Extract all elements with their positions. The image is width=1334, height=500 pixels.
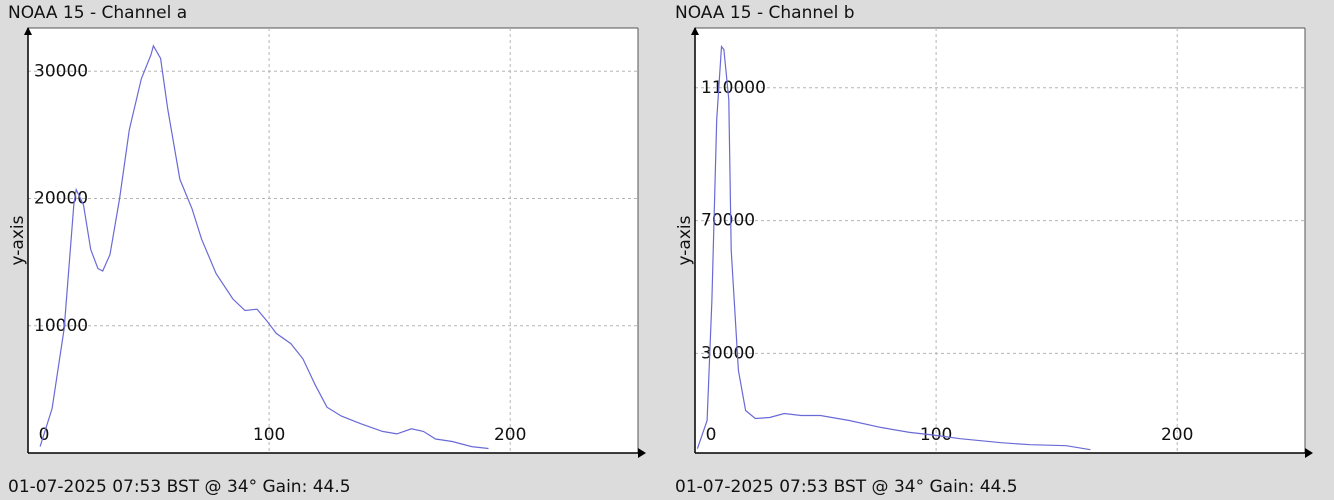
x-axis-arrow	[638, 448, 646, 458]
y-tick-label: 110000	[701, 78, 766, 98]
y-axis-label: y-axis	[675, 215, 695, 265]
chart-title: NOAA 15 - Channel a	[8, 3, 187, 23]
caption: 01-07-2025 07:53 BST @ 34° Gain: 44.5	[8, 477, 351, 497]
x-tick-label: 100	[253, 425, 285, 445]
x-tick-label: 0	[706, 425, 717, 445]
chart-title: NOAA 15 - Channel b	[675, 3, 855, 23]
data-line	[696, 45, 1091, 451]
y-tick-label: 30000	[34, 61, 88, 81]
x-tick-label: 200	[1161, 425, 1193, 445]
caption: 01-07-2025 07:53 BST @ 34° Gain: 44.5	[675, 477, 1018, 497]
y-tick-label: 70000	[701, 211, 755, 231]
y-tick-label: 10000	[34, 316, 88, 336]
plot-area	[28, 28, 638, 453]
y-axis-arrow	[691, 27, 699, 35]
plot-area	[695, 28, 1305, 453]
x-tick-label: 200	[494, 425, 526, 445]
y-axis-label: y-axis	[8, 215, 28, 265]
x-axis-arrow	[1305, 448, 1313, 458]
y-axis-arrow	[24, 27, 32, 35]
data-line	[39, 44, 489, 450]
y-tick-label: 30000	[701, 343, 755, 363]
